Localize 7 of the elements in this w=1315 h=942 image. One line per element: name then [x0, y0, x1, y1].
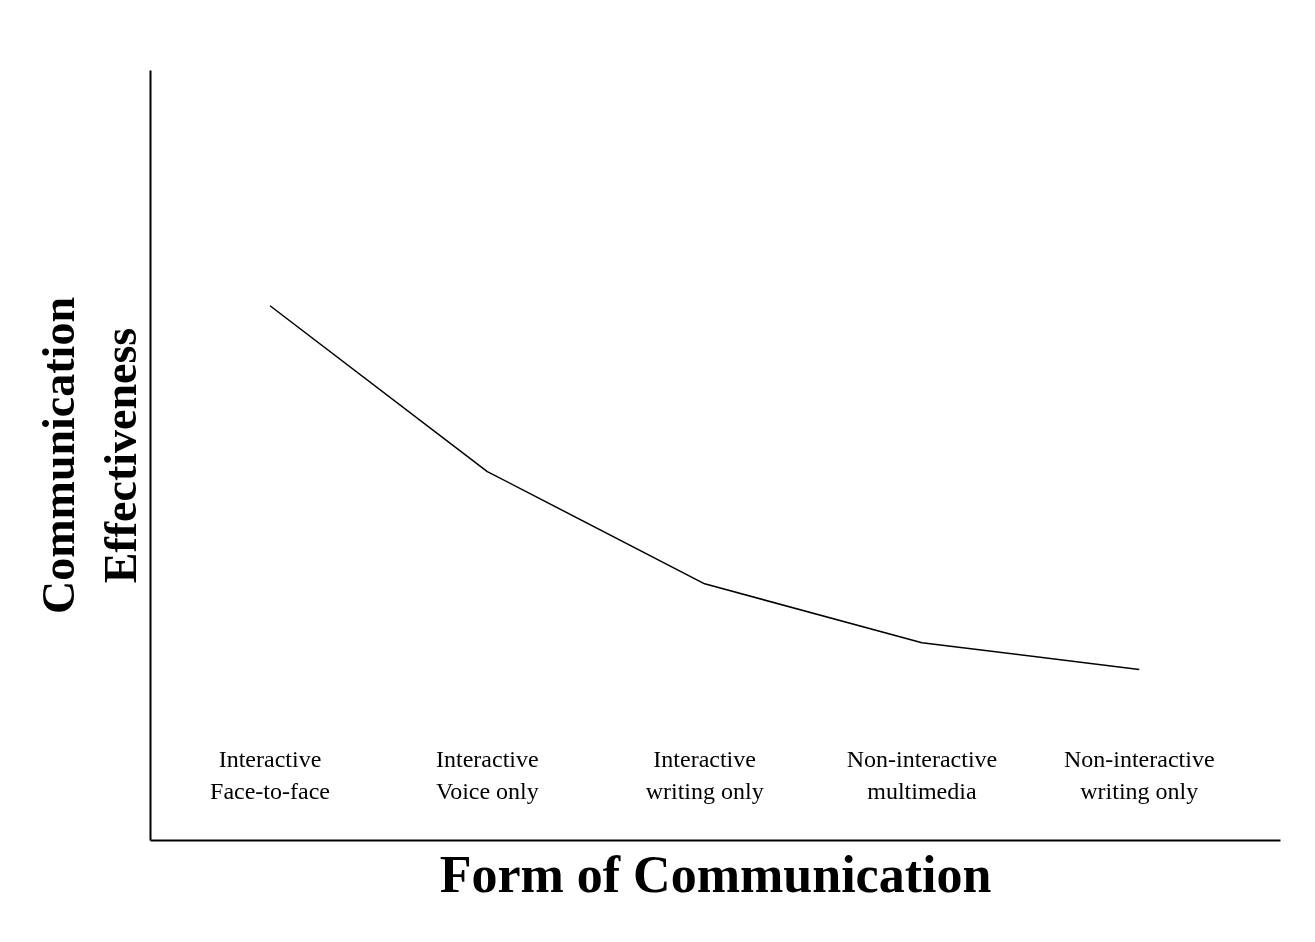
- x-tick-label: Interactive Voice only: [435, 746, 539, 804]
- x-tick-label: Non-interactive multimedia: [846, 746, 998, 804]
- x-tick-label: Interactive writing only: [645, 746, 764, 804]
- x-axis-title: Form of Communication: [439, 845, 992, 903]
- x-tick-label: Interactive Face-to-face: [210, 746, 330, 804]
- x-tick-label: Non-interactive writing only: [1063, 746, 1215, 804]
- y-axis-title: Communication Effectiveness: [33, 297, 146, 614]
